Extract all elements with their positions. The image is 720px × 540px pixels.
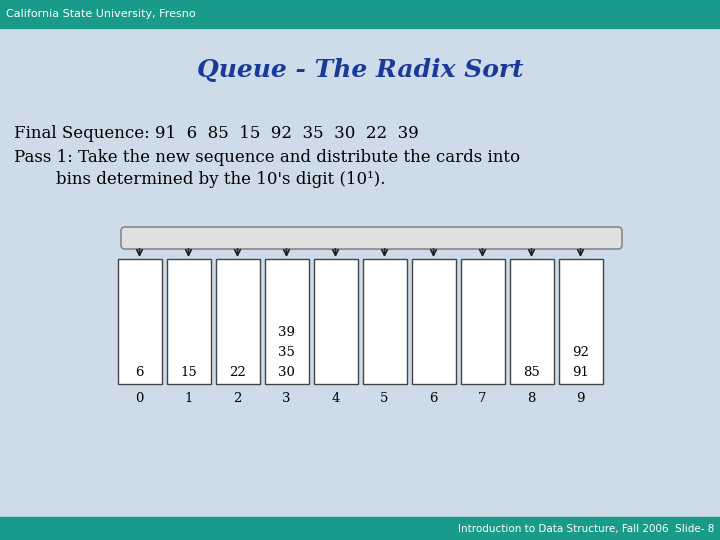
- Text: Final Sequence: 91  6  85  15  92  35  30  22  39: Final Sequence: 91 6 85 15 92 35 30 22 3…: [14, 125, 419, 141]
- Bar: [559, 259, 603, 384]
- Text: Queue - The Radix Sort: Queue - The Radix Sort: [197, 58, 523, 82]
- Bar: [215, 259, 259, 384]
- Bar: [117, 259, 161, 384]
- Text: 15: 15: [180, 366, 197, 379]
- Text: 4: 4: [331, 392, 340, 404]
- Text: 9: 9: [576, 392, 585, 404]
- Text: 5: 5: [380, 392, 389, 404]
- Text: 7: 7: [478, 392, 487, 404]
- Text: 0: 0: [135, 392, 144, 404]
- Text: California State University, Fresno: California State University, Fresno: [6, 9, 196, 19]
- Bar: [362, 259, 407, 384]
- Bar: [264, 259, 308, 384]
- Bar: [313, 259, 358, 384]
- Text: Introduction to Data Structure, Fall 2006  Slide- 8: Introduction to Data Structure, Fall 200…: [458, 524, 714, 534]
- Text: 6: 6: [429, 392, 438, 404]
- Bar: [0, 0, 720, 28]
- Bar: [166, 259, 210, 384]
- Text: 30: 30: [278, 366, 295, 379]
- Bar: [510, 259, 554, 384]
- Text: 2: 2: [233, 392, 242, 404]
- Text: 35: 35: [278, 346, 295, 359]
- Text: 92: 92: [572, 346, 589, 359]
- Bar: [461, 259, 505, 384]
- Text: bins determined by the 10's digit (10¹).: bins determined by the 10's digit (10¹).: [14, 171, 385, 187]
- Text: 6: 6: [135, 366, 144, 379]
- Text: 85: 85: [523, 366, 540, 379]
- Bar: [0, 517, 720, 540]
- Text: 39: 39: [278, 326, 295, 339]
- Bar: [412, 259, 456, 384]
- Text: 22: 22: [229, 366, 246, 379]
- Text: 8: 8: [527, 392, 536, 404]
- FancyBboxPatch shape: [121, 227, 622, 249]
- Text: 1: 1: [184, 392, 193, 404]
- Text: 3: 3: [282, 392, 291, 404]
- Text: 91: 91: [572, 366, 589, 379]
- Text: Pass 1: Take the new sequence and distribute the cards into: Pass 1: Take the new sequence and distri…: [14, 148, 520, 166]
